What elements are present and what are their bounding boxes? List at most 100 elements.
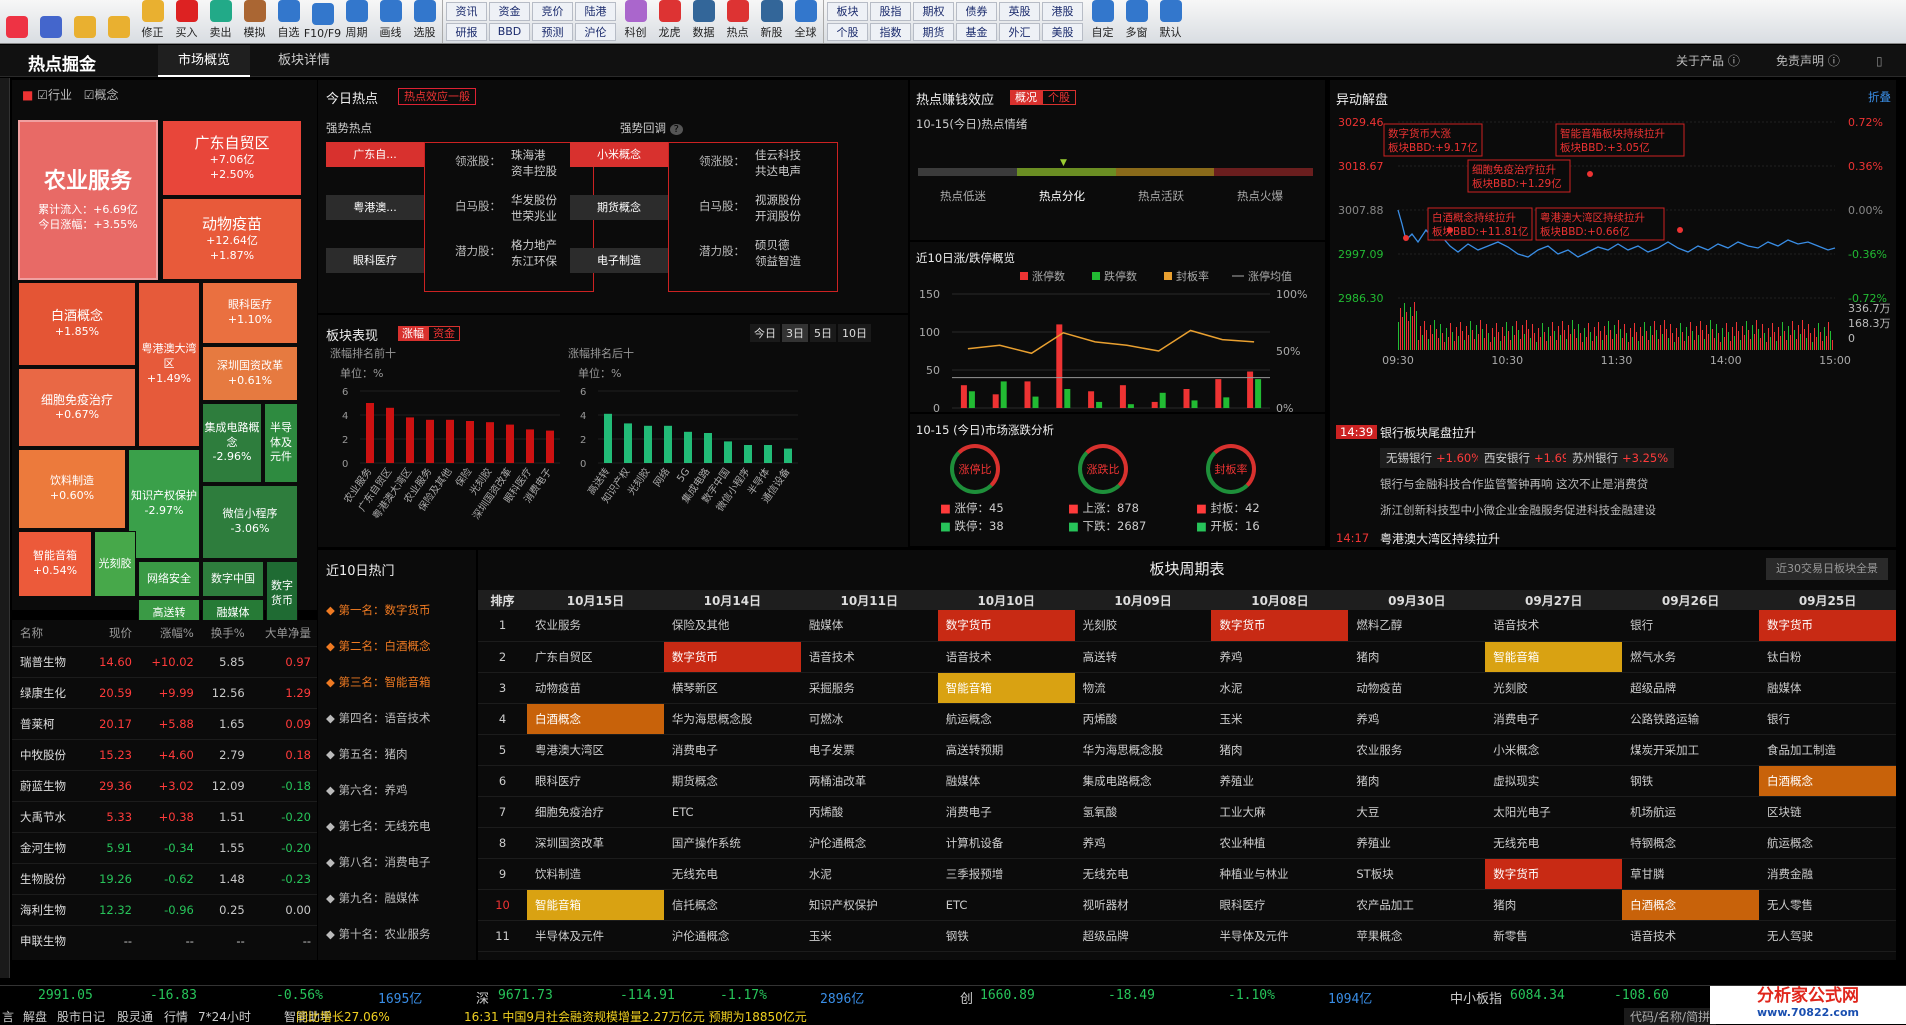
hot-stock-link[interactable]: 领益智造 (755, 254, 801, 268)
toolbar-grid-item[interactable]: BBD (489, 22, 530, 41)
bottom-link[interactable]: 智能助手 (284, 1010, 333, 1024)
cycle-sector-cell[interactable]: 高送转 (1074, 641, 1212, 673)
cycle-sector-cell[interactable]: 采掘服务 (800, 672, 938, 704)
buy-button[interactable]: 买入 (170, 0, 204, 43)
chip-button[interactable]: 科创 (619, 0, 653, 43)
hot-sector-button[interactable]: 小米概念 (570, 142, 668, 167)
heatmap-tile[interactable]: 集成电路概念 -2.96% (202, 403, 262, 483)
cycle-sector-cell[interactable]: 半导体及元件 (527, 920, 664, 952)
cycle-sector-cell[interactable]: 动物疫苗 (527, 672, 664, 704)
hot-sector-button[interactable]: 电子制造 (570, 248, 668, 273)
cycle-col-header[interactable]: 09月30日 (1348, 590, 1486, 610)
filter-concept[interactable]: ☑概念 (83, 88, 119, 102)
cycle-sector-cell[interactable]: 三季报预增 (937, 858, 1075, 890)
cycle-sector-cell[interactable]: 无人零售 (1759, 889, 1896, 921)
toolbar-grid-item[interactable]: 美股 (1042, 22, 1083, 41)
disclaimer-link[interactable]: 免责声明 ⓘ (1776, 54, 1840, 68)
cycle-sector-cell[interactable]: 可燃冰 (800, 703, 938, 735)
heatmap-tile[interactable]: 知识产权保护 -2.97% (128, 449, 200, 559)
hot10-item[interactable]: ◆ 第一名：数字货币 (326, 603, 431, 617)
cycle-sector-cell[interactable]: 农业服务 (1348, 734, 1486, 766)
stock-row[interactable]: 海利生物 12.32 -0.96 0.25 0.00 (12, 893, 317, 925)
hot-sector-button[interactable]: 眼科医疗 (326, 248, 424, 273)
heatmap-tile[interactable]: 数字货币 (266, 561, 298, 627)
bottom-link[interactable]: 言 (2, 1010, 15, 1024)
period-button[interactable]: 周期 (340, 0, 374, 43)
hot-stock-link[interactable]: 资丰控股 (511, 164, 557, 178)
toolbar-grid-item[interactable]: 研报 (446, 22, 487, 41)
stock-row[interactable]: 瑞普生物 14.60 +10.02 5.85 0.97 (12, 645, 317, 677)
cycle-sector-cell[interactable]: 新零售 (1485, 920, 1623, 952)
heatmap-tile[interactable]: 广东自贸区 +7.06亿 +2.50% (162, 120, 302, 196)
toolbar-grid-item[interactable]: 个股 (827, 22, 868, 41)
scroll-icon[interactable]: ▯ (1876, 54, 1883, 68)
cycle-sector-cell[interactable]: 水泥 (800, 858, 938, 890)
heatmap-tile[interactable]: 半导体及元件 (264, 403, 298, 483)
toolbar-grid-item[interactable]: 指数 (870, 22, 911, 41)
period-tab[interactable]: 3日 (782, 324, 808, 342)
cycle-sector-cell[interactable]: 白酒概念 (1759, 765, 1896, 797)
cycle-sector-cell[interactable]: 智能音箱 (937, 672, 1075, 704)
stock-row[interactable]: 普莱柯 20.17 +5.88 1.65 0.09 (12, 707, 317, 739)
cycle-col-header[interactable]: 排序 (478, 590, 528, 610)
cycle-sector-cell[interactable]: 融媒体 (937, 765, 1075, 797)
tab-stock[interactable]: 个股 (1042, 90, 1076, 105)
cycle-sector-cell[interactable]: 养鸡 (1348, 703, 1486, 735)
cycle-col-header[interactable]: 10月09日 (1074, 590, 1212, 610)
cycle-sector-cell[interactable]: 丙烯酸 (800, 796, 938, 828)
cycle-col-header[interactable]: 09月26日 (1622, 590, 1760, 610)
code-search-input[interactable]: 代码/名称/简拼 (1624, 1008, 1717, 1025)
stock-row[interactable]: 大禹节水 5.33 +0.38 1.51 -0.20 (12, 800, 317, 832)
toolbar-grid-item[interactable]: 竞价 (532, 2, 573, 21)
cycle-sector-cell[interactable]: 光刻胶 (1074, 610, 1212, 642)
heatmap-tile[interactable]: 网络安全 (138, 561, 200, 597)
stock-col-header[interactable]: 涨幅% (159, 625, 194, 640)
cycle-sector-cell[interactable]: 钢铁 (937, 920, 1075, 952)
cycle-sector-cell[interactable]: 航运概念 (1759, 827, 1896, 859)
cycle-sector-cell[interactable]: 华为海思概念股 (663, 703, 801, 735)
cycle-sector-cell[interactable]: 语音技术 (800, 641, 938, 673)
cycle-sector-cell[interactable]: 数字货币 (937, 610, 1075, 642)
period-tab[interactable]: 10日 (838, 324, 871, 342)
cycle-sector-cell[interactable]: 国产操作系统 (663, 827, 801, 859)
cycle-sector-cell[interactable]: 眼科医疗 (1211, 889, 1349, 921)
cycle-sector-cell[interactable]: 期货概念 (663, 765, 801, 797)
filter-industry[interactable]: ☑行业 (37, 88, 72, 102)
cycle-col-header[interactable]: 10月15日 (527, 590, 664, 610)
toolbar-grid-item[interactable]: 沪伦 (575, 22, 616, 41)
cycle-sector-cell[interactable]: 猪肉 (1485, 889, 1623, 921)
cycle-sector-cell[interactable]: ETC (937, 889, 1075, 921)
cycle-sector-cell[interactable]: 消费金融 (1759, 858, 1896, 890)
period-tab[interactable]: 今日 (750, 324, 780, 342)
hammer-button[interactable]: 模拟 (238, 0, 272, 43)
hot-stock-link[interactable]: 华发股份 (511, 193, 557, 207)
news-headline[interactable]: 银行与金融科技合作监管警钟再响 这次不止是消费贷 (1380, 477, 1649, 491)
cycle-sector-cell[interactable]: 食品加工制造 (1759, 734, 1896, 766)
heatmap-tile[interactable]: 农业服务 累计流入：+6.69亿 今日涨幅：+3.55% (18, 120, 158, 280)
cycle-sector-cell[interactable]: 视听器材 (1074, 889, 1212, 921)
heatmap-tile[interactable]: 数字中国 (202, 561, 264, 597)
cycle-sector-cell[interactable]: 小米概念 (1485, 734, 1623, 766)
cycle-sector-cell[interactable]: 光刻胶 (1485, 672, 1623, 704)
cycle-sector-cell[interactable]: 银行 (1759, 703, 1896, 735)
tab-gain[interactable]: 涨幅 (398, 326, 428, 341)
pe-button[interactable]: 数据 (687, 0, 721, 43)
cycle-sector-cell[interactable]: 半导体及元件 (1211, 920, 1349, 952)
hot10-item[interactable]: ◆ 第三名：智能音箱 (326, 675, 431, 689)
stock-row[interactable]: 绿康生化 20.59 +9.99 12.56 1.29 (12, 676, 317, 708)
cycle-sector-cell[interactable]: 深圳国资改革 (527, 827, 664, 859)
cycle-sector-cell[interactable]: 高送转预期 (937, 734, 1075, 766)
cycle-sector-cell[interactable]: 动物疫苗 (1348, 672, 1486, 704)
back-button[interactable] (68, 0, 102, 43)
forward-button[interactable] (102, 0, 136, 43)
cycle-sector-cell[interactable]: 虚拟现实 (1485, 765, 1623, 797)
cycle-sector-cell[interactable]: 工业大麻 (1211, 796, 1349, 828)
cycle-sector-cell[interactable]: 无线充电 (1074, 858, 1212, 890)
cycle-sector-cell[interactable]: 猪肉 (1211, 734, 1349, 766)
toolbar-grid-item[interactable]: 基金 (956, 22, 997, 41)
hot-stock-link[interactable]: 视源股份 (755, 193, 801, 207)
heatmap-tile[interactable]: 微信小程序 -3.06% (202, 485, 298, 559)
toolbar-grid-item[interactable]: 期货 (913, 22, 954, 41)
toolbar-grid-item[interactable]: 期权 (913, 2, 954, 21)
cycle-sector-cell[interactable]: 玉米 (1211, 703, 1349, 735)
